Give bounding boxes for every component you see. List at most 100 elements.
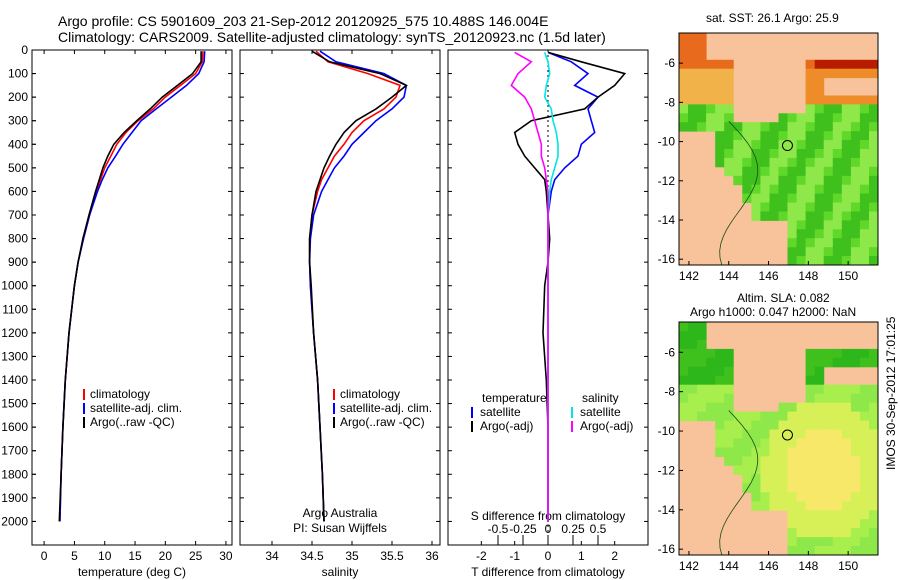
x-axis-label: temperature (deg C) bbox=[78, 565, 186, 579]
map-cell bbox=[796, 113, 807, 123]
map-cell bbox=[832, 157, 843, 168]
map-cell bbox=[769, 202, 779, 212]
map-cell bbox=[760, 465, 770, 475]
diff-series-line-1 bbox=[547, 51, 600, 522]
map-cell bbox=[751, 447, 761, 457]
map-cell bbox=[850, 220, 861, 230]
series-line-1-3 bbox=[58, 51, 202, 522]
map-cell bbox=[787, 184, 797, 195]
map-cell bbox=[787, 247, 797, 257]
map-cell bbox=[805, 546, 816, 556]
map-cell bbox=[679, 411, 689, 422]
x-tick-label: 20 bbox=[159, 549, 173, 563]
map-cell bbox=[724, 402, 734, 413]
legend-entry: satellite bbox=[480, 405, 521, 419]
map-cell bbox=[787, 402, 797, 413]
map-cell bbox=[841, 447, 852, 457]
map-cell bbox=[859, 157, 870, 168]
legend-entry: climatology bbox=[340, 387, 400, 401]
depth-tick-label: 200 bbox=[8, 90, 28, 104]
map-sst bbox=[678, 32, 879, 266]
map-cell bbox=[850, 393, 861, 404]
map-cell bbox=[787, 238, 797, 248]
map-cell bbox=[850, 113, 861, 123]
map-cell bbox=[679, 322, 689, 332]
map-cell bbox=[814, 157, 825, 168]
map-cell bbox=[841, 229, 852, 239]
map-cell bbox=[859, 68, 870, 79]
map-cell bbox=[823, 510, 834, 520]
map-cell bbox=[841, 348, 852, 359]
x-tick-label: 36 bbox=[425, 549, 439, 563]
map-top-title: sat. SST: 26.1 Argo: 25.9 bbox=[706, 11, 839, 25]
map-cell bbox=[715, 357, 725, 368]
map-cell bbox=[841, 483, 852, 493]
map-cell bbox=[679, 50, 689, 61]
map-cell bbox=[832, 59, 843, 70]
map-cell bbox=[679, 384, 689, 395]
map-cell bbox=[742, 184, 752, 195]
map-cell bbox=[841, 104, 852, 114]
map-cell bbox=[697, 113, 707, 123]
map-cell bbox=[805, 528, 816, 538]
map-cell bbox=[724, 149, 734, 159]
map-cell bbox=[850, 348, 861, 359]
map-cell bbox=[850, 140, 861, 150]
map-cell bbox=[769, 447, 779, 457]
map-cell bbox=[724, 77, 734, 87]
map-x-tick-label: 146 bbox=[759, 559, 779, 573]
map-y-tick-label: -14 bbox=[658, 503, 676, 517]
map-cell bbox=[859, 211, 870, 221]
map-cell bbox=[787, 483, 797, 493]
map-cell bbox=[832, 122, 843, 132]
map-cell bbox=[679, 113, 689, 123]
map-cell bbox=[841, 411, 852, 422]
map-cell bbox=[706, 77, 716, 87]
map-cell bbox=[805, 501, 816, 511]
map-cell bbox=[751, 166, 761, 177]
map-cell bbox=[769, 175, 779, 186]
series-line-2-2 bbox=[308, 50, 408, 522]
footer-argo-australia: Argo Australia bbox=[303, 506, 378, 520]
map-cell bbox=[823, 113, 834, 123]
map-cell bbox=[859, 113, 870, 123]
map-cell bbox=[805, 411, 816, 422]
map-cell bbox=[751, 429, 761, 439]
map-cell bbox=[778, 429, 788, 439]
map-cell bbox=[823, 229, 834, 239]
map-cell bbox=[805, 519, 816, 529]
map-cell bbox=[787, 122, 797, 132]
map-cell bbox=[751, 157, 761, 168]
figure-title-line2: Climatology: CARS2009. Satellite-adjuste… bbox=[58, 29, 606, 45]
map-cell bbox=[869, 184, 879, 195]
map-cell bbox=[832, 68, 843, 79]
map-cell bbox=[832, 256, 843, 266]
map-cell bbox=[715, 122, 725, 132]
map-cell bbox=[823, 202, 834, 212]
map-cell bbox=[778, 402, 788, 413]
map-cell bbox=[841, 113, 852, 123]
map-cell bbox=[841, 166, 852, 177]
map-cell bbox=[715, 77, 725, 87]
map-cell bbox=[697, 68, 707, 79]
map-cell bbox=[751, 420, 761, 431]
map-cell bbox=[760, 140, 770, 150]
map-cell bbox=[823, 238, 834, 248]
map-cell bbox=[814, 393, 825, 404]
map-cell bbox=[859, 357, 870, 368]
map-cell bbox=[742, 438, 752, 448]
map-cell bbox=[688, 411, 698, 422]
map-cell bbox=[778, 193, 788, 203]
map-cell bbox=[697, 411, 707, 422]
map-cell bbox=[869, 438, 879, 448]
map-cell bbox=[769, 474, 779, 484]
map-cell bbox=[850, 546, 861, 556]
map-cell bbox=[733, 149, 743, 159]
map-cell bbox=[706, 104, 716, 114]
map-cell bbox=[805, 420, 816, 431]
map-cell bbox=[869, 411, 879, 422]
map-cell bbox=[859, 528, 870, 538]
map-cell bbox=[832, 166, 843, 177]
map-cell bbox=[823, 348, 834, 359]
